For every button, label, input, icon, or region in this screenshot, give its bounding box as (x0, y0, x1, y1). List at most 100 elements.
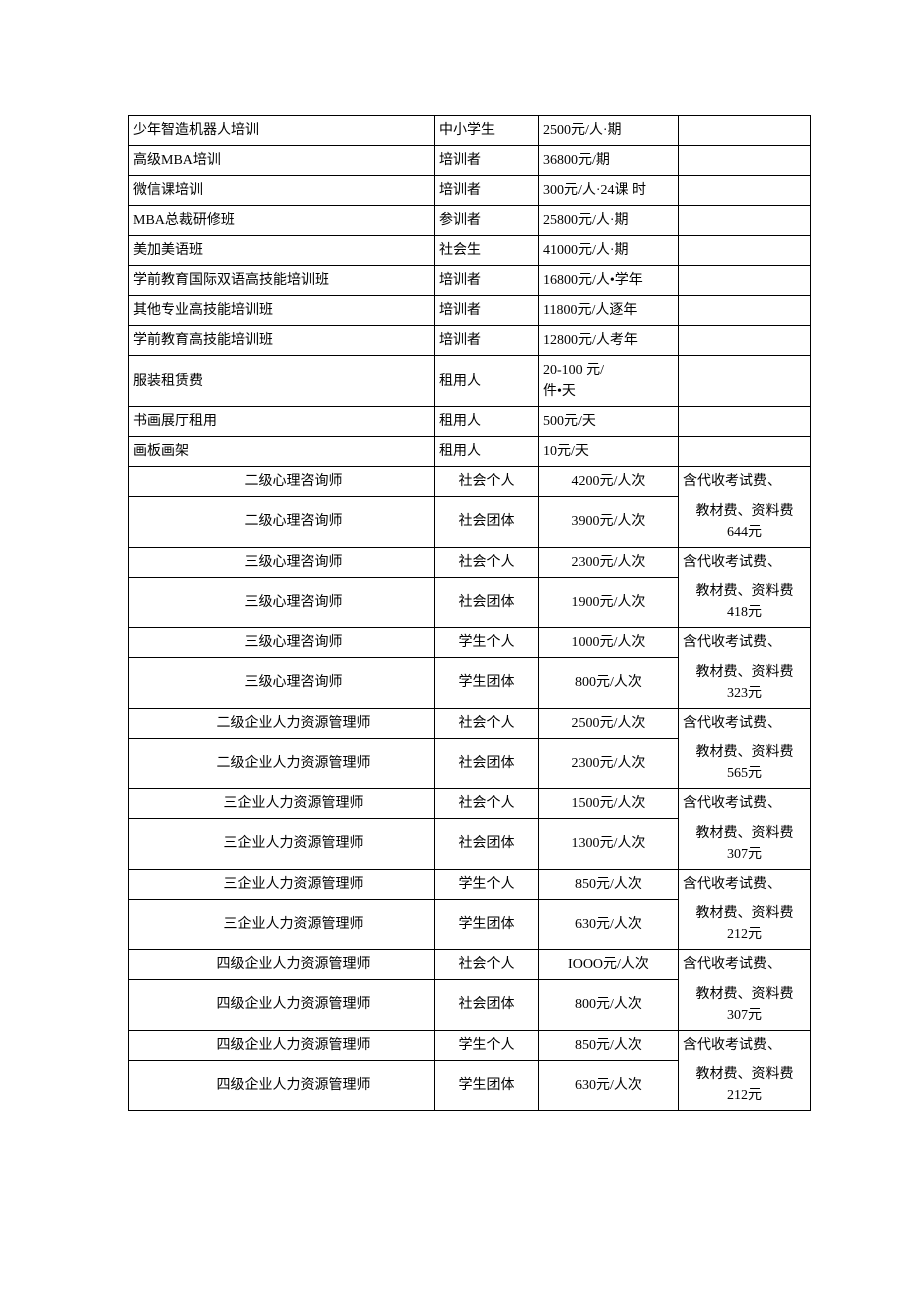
table-row: 二级企业人力资源管理师社会团体2300元/人次教材费、资料费565元 (129, 738, 811, 789)
item-price: 1500元/人次 (539, 789, 679, 819)
table-row: 三级心理咨询师学生个人1000元/人次含代收考试费、 (129, 628, 811, 658)
item-note (679, 326, 811, 356)
item-target: 学生团体 (435, 899, 539, 950)
item-note: 教材费、资料费212元 (679, 1060, 811, 1111)
item-target: 租用人 (435, 437, 539, 467)
item-name: 三企业人力资源管理师 (129, 819, 435, 870)
item-target: 社会团体 (435, 577, 539, 628)
item-note: 教材费、资料费307元 (679, 980, 811, 1031)
item-name: 书画展厅租用 (129, 407, 435, 437)
item-price: 2500元/人次 (539, 708, 679, 738)
item-name: 其他专业高技能培训班 (129, 296, 435, 326)
item-name: 二级企业人力资源管理师 (129, 708, 435, 738)
table-row: 三企业人力资源管理师学生团体630元/人次教材费、资料费212元 (129, 899, 811, 950)
item-price: 2300元/人次 (539, 738, 679, 789)
item-name: 三级心理咨询师 (129, 628, 435, 658)
item-note (679, 176, 811, 206)
table-row: 三级心理咨询师社会个人2300元/人次含代收考试费、 (129, 547, 811, 577)
table-row: 三企业人力资源管理师社会团体1300元/人次教材费、资料费307元 (129, 819, 811, 870)
item-name: 三级心理咨询师 (129, 547, 435, 577)
item-target: 学生个人 (435, 869, 539, 899)
item-price: 2500元/人·期 (539, 116, 679, 146)
item-price: 20-100 元/件•天 (539, 356, 679, 407)
item-target: 中小学生 (435, 116, 539, 146)
table-row: 画板画架租用人10元/天 (129, 437, 811, 467)
item-target: 社会个人 (435, 708, 539, 738)
item-name: 微信课培训 (129, 176, 435, 206)
item-price: 25800元/人·期 (539, 206, 679, 236)
item-note: 教材费、资料费307元 (679, 819, 811, 870)
item-name: 二级企业人力资源管理师 (129, 738, 435, 789)
item-price: 10元/天 (539, 437, 679, 467)
item-price: 4200元/人次 (539, 467, 679, 497)
item-note: 含代收考试费、 (679, 950, 811, 980)
item-note: 含代收考试费、 (679, 708, 811, 738)
item-target: 社会团体 (435, 980, 539, 1031)
item-price: 850元/人次 (539, 869, 679, 899)
item-note (679, 437, 811, 467)
item-price: 41000元/人·期 (539, 236, 679, 266)
item-price: 800元/人次 (539, 658, 679, 709)
item-target: 学生团体 (435, 658, 539, 709)
item-note (679, 266, 811, 296)
item-note (679, 407, 811, 437)
item-target: 社会个人 (435, 950, 539, 980)
table-row: 二级心理咨询师社会个人4200元/人次含代收考试费、 (129, 467, 811, 497)
item-name: 二级心理咨询师 (129, 497, 435, 548)
table-row: 学前教育国际双语高技能培训班培训者16800元/人•学年 (129, 266, 811, 296)
item-name: 学前教育高技能培训班 (129, 326, 435, 356)
item-name: 三级心理咨询师 (129, 658, 435, 709)
item-note (679, 356, 811, 407)
item-target: 社会个人 (435, 467, 539, 497)
item-name: 四级企业人力资源管理师 (129, 950, 435, 980)
item-price: 3900元/人次 (539, 497, 679, 548)
table-row: 二级心理咨询师社会团体3900元/人次教材费、资料费644元 (129, 497, 811, 548)
table-row: MBA总裁研修班参训者25800元/人·期 (129, 206, 811, 236)
table-row: 四级企业人力资源管理师社会团体800元/人次教材费、资料费307元 (129, 980, 811, 1031)
item-name: 四级企业人力资源管理师 (129, 1030, 435, 1060)
item-price: 1300元/人次 (539, 819, 679, 870)
item-note: 含代收考试费、 (679, 628, 811, 658)
item-target: 学生个人 (435, 1030, 539, 1060)
item-price: IOOO元/人次 (539, 950, 679, 980)
item-price: 630元/人次 (539, 899, 679, 950)
item-price: 1000元/人次 (539, 628, 679, 658)
item-target: 租用人 (435, 407, 539, 437)
item-price: 500元/天 (539, 407, 679, 437)
item-note: 含代收考试费、 (679, 467, 811, 497)
item-target: 培训者 (435, 176, 539, 206)
table-row: 三级心理咨询师社会团体1900元/人次教材费、资料费418元 (129, 577, 811, 628)
item-price: 2300元/人次 (539, 547, 679, 577)
item-target: 学生团体 (435, 1060, 539, 1111)
item-name: MBA总裁研修班 (129, 206, 435, 236)
item-note: 教材费、资料费644元 (679, 497, 811, 548)
item-price: 800元/人次 (539, 980, 679, 1031)
table-row: 高级MBA培训培训者36800元/期 (129, 146, 811, 176)
item-note (679, 236, 811, 266)
item-note: 教材费、资料费565元 (679, 738, 811, 789)
item-target: 学生个人 (435, 628, 539, 658)
item-name: 美加美语班 (129, 236, 435, 266)
item-note: 教材费、资料费212元 (679, 899, 811, 950)
item-name: 三企业人力资源管理师 (129, 869, 435, 899)
item-price: 1900元/人次 (539, 577, 679, 628)
item-price: 36800元/期 (539, 146, 679, 176)
item-note: 含代收考试费、 (679, 1030, 811, 1060)
item-name: 三级心理咨询师 (129, 577, 435, 628)
fee-table: 少年智造机器人培训中小学生2500元/人·期高级MBA培训培训者36800元/期… (128, 115, 811, 1111)
item-name: 学前教育国际双语高技能培训班 (129, 266, 435, 296)
item-name: 三企业人力资源管理师 (129, 899, 435, 950)
item-target: 参训者 (435, 206, 539, 236)
item-target: 社会个人 (435, 789, 539, 819)
item-note (679, 116, 811, 146)
table-row: 书画展厅租用租用人500元/天 (129, 407, 811, 437)
item-target: 培训者 (435, 146, 539, 176)
item-note (679, 296, 811, 326)
item-name: 二级心理咨询师 (129, 467, 435, 497)
table-row: 服装租赁费租用人20-100 元/件•天 (129, 356, 811, 407)
table-row: 其他专业高技能培训班培训者11800元/人逐年 (129, 296, 811, 326)
item-target: 社会生 (435, 236, 539, 266)
item-name: 服装租赁费 (129, 356, 435, 407)
item-price: 12800元/人考年 (539, 326, 679, 356)
item-name: 三企业人力资源管理师 (129, 789, 435, 819)
